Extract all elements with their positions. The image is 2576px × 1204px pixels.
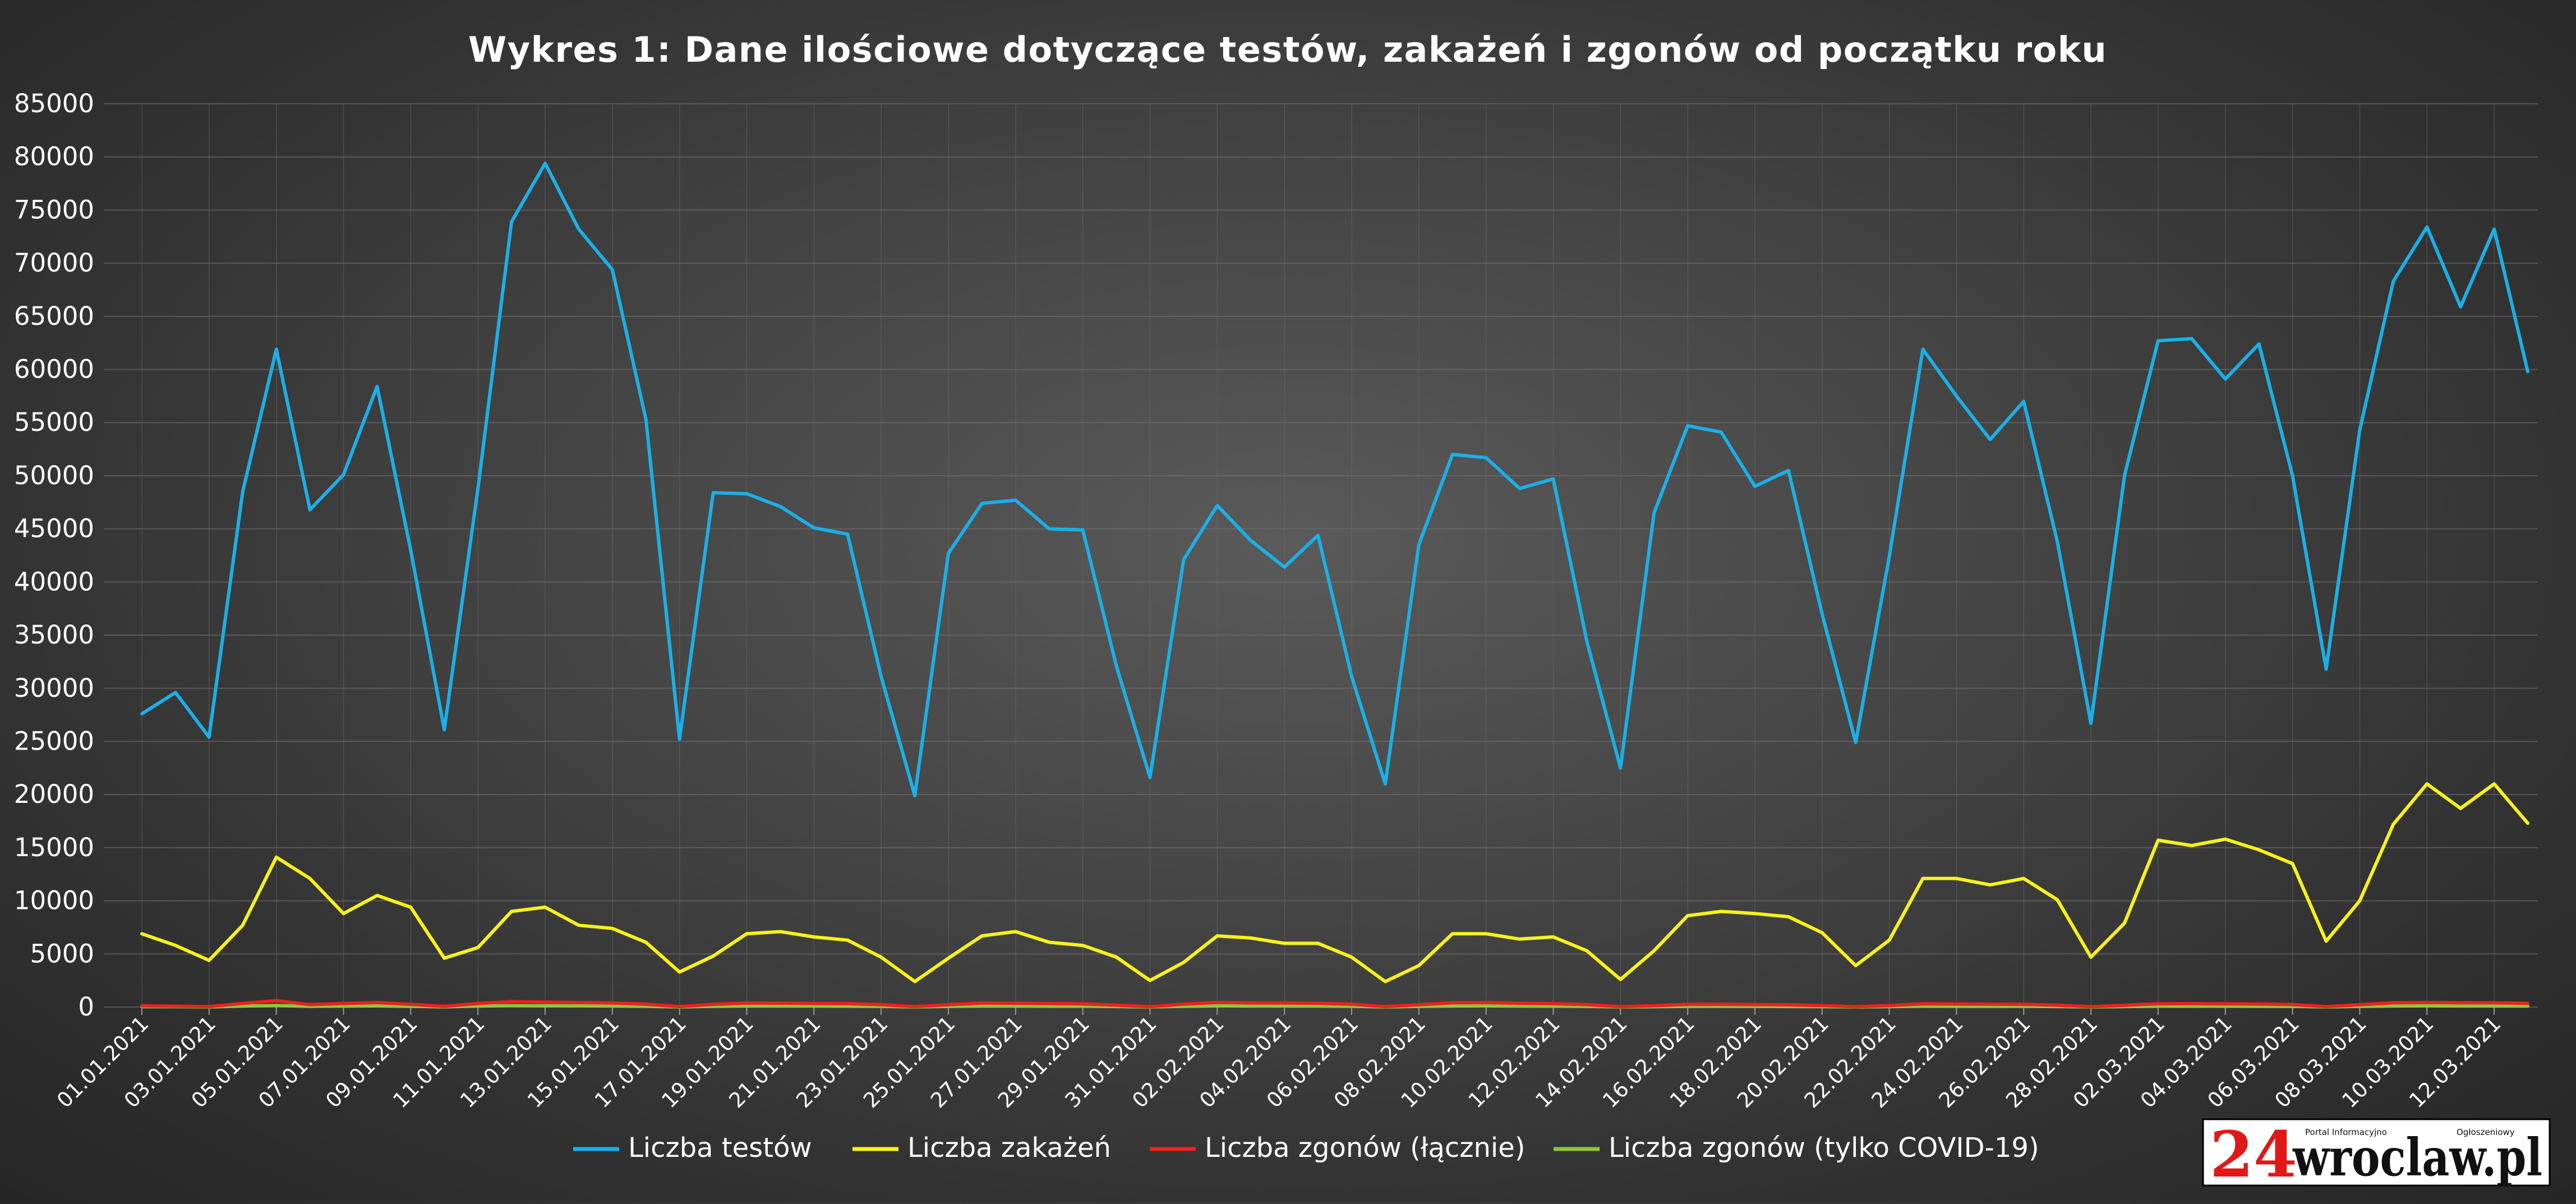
y-tick-label: 70000	[14, 248, 94, 278]
y-tick-label: 5000	[30, 939, 94, 968]
y-tick-label: 45000	[14, 514, 94, 544]
y-tick-label: 40000	[14, 567, 94, 596]
logo-number: 24	[2210, 1118, 2297, 1192]
grid	[104, 103, 2538, 1008]
logo-tagline-right: Ogłoszeniowy	[2457, 1127, 2515, 1137]
y-tick-label: 25000	[14, 726, 94, 756]
plot-area	[140, 162, 2529, 1009]
series-line-liczba-testow	[140, 162, 2529, 798]
y-tick-label: 85000	[14, 89, 94, 118]
legend-label: Liczba zgonów (łącznie)	[1205, 1132, 1526, 1164]
y-tick-label: 20000	[14, 779, 94, 809]
y-tick-label: 10000	[14, 886, 94, 916]
series-line-liczba-zgonow-lacznie	[140, 999, 2529, 1009]
legend: Liczba testów Liczba zakażeń Liczba zgonów…	[573, 1132, 2039, 1164]
logo-tagline-left: Portal Informacyjno	[2305, 1127, 2387, 1137]
y-tick-label: 60000	[14, 355, 94, 384]
logo-name: wroclaw.pl	[2292, 1127, 2542, 1188]
legend-label: Liczba zakażeń	[907, 1132, 1111, 1164]
series-line-liczba-zakazen	[140, 782, 2529, 984]
y-axis: 0 5000 10000 15000 20000 25000 30000 35000 40000…	[14, 89, 94, 1022]
x-axis: 01.01.202103.01.202105.01.202107.01.2021…	[52, 1007, 2505, 1113]
y-tick-label: 30000	[14, 673, 94, 703]
series-line-liczba-zgonow-tylko-covid-19	[140, 1004, 2529, 1009]
y-tick-label: 75000	[14, 195, 94, 224]
y-tick-label: 35000	[14, 620, 94, 650]
y-tick-label: 0	[78, 992, 94, 1022]
y-tick-label: 65000	[14, 301, 94, 331]
y-tick-label: 55000	[14, 407, 94, 437]
logo-frame	[2202, 1118, 2551, 1187]
site-logo: Portal Informacyjno Ogłoszeniowy 24 wroc…	[2202, 1118, 2551, 1192]
y-tick-label: 80000	[14, 142, 94, 172]
chart-title: Wykres 1: Dane ilościowe dotyczące testó…	[468, 29, 2107, 70]
legend-label: Liczba zgonów (tylko COVID-19)	[1609, 1132, 2039, 1164]
y-tick-label: 15000	[14, 833, 94, 862]
y-tick-label: 50000	[14, 461, 94, 490]
legend-label: Liczba testów	[628, 1132, 812, 1164]
